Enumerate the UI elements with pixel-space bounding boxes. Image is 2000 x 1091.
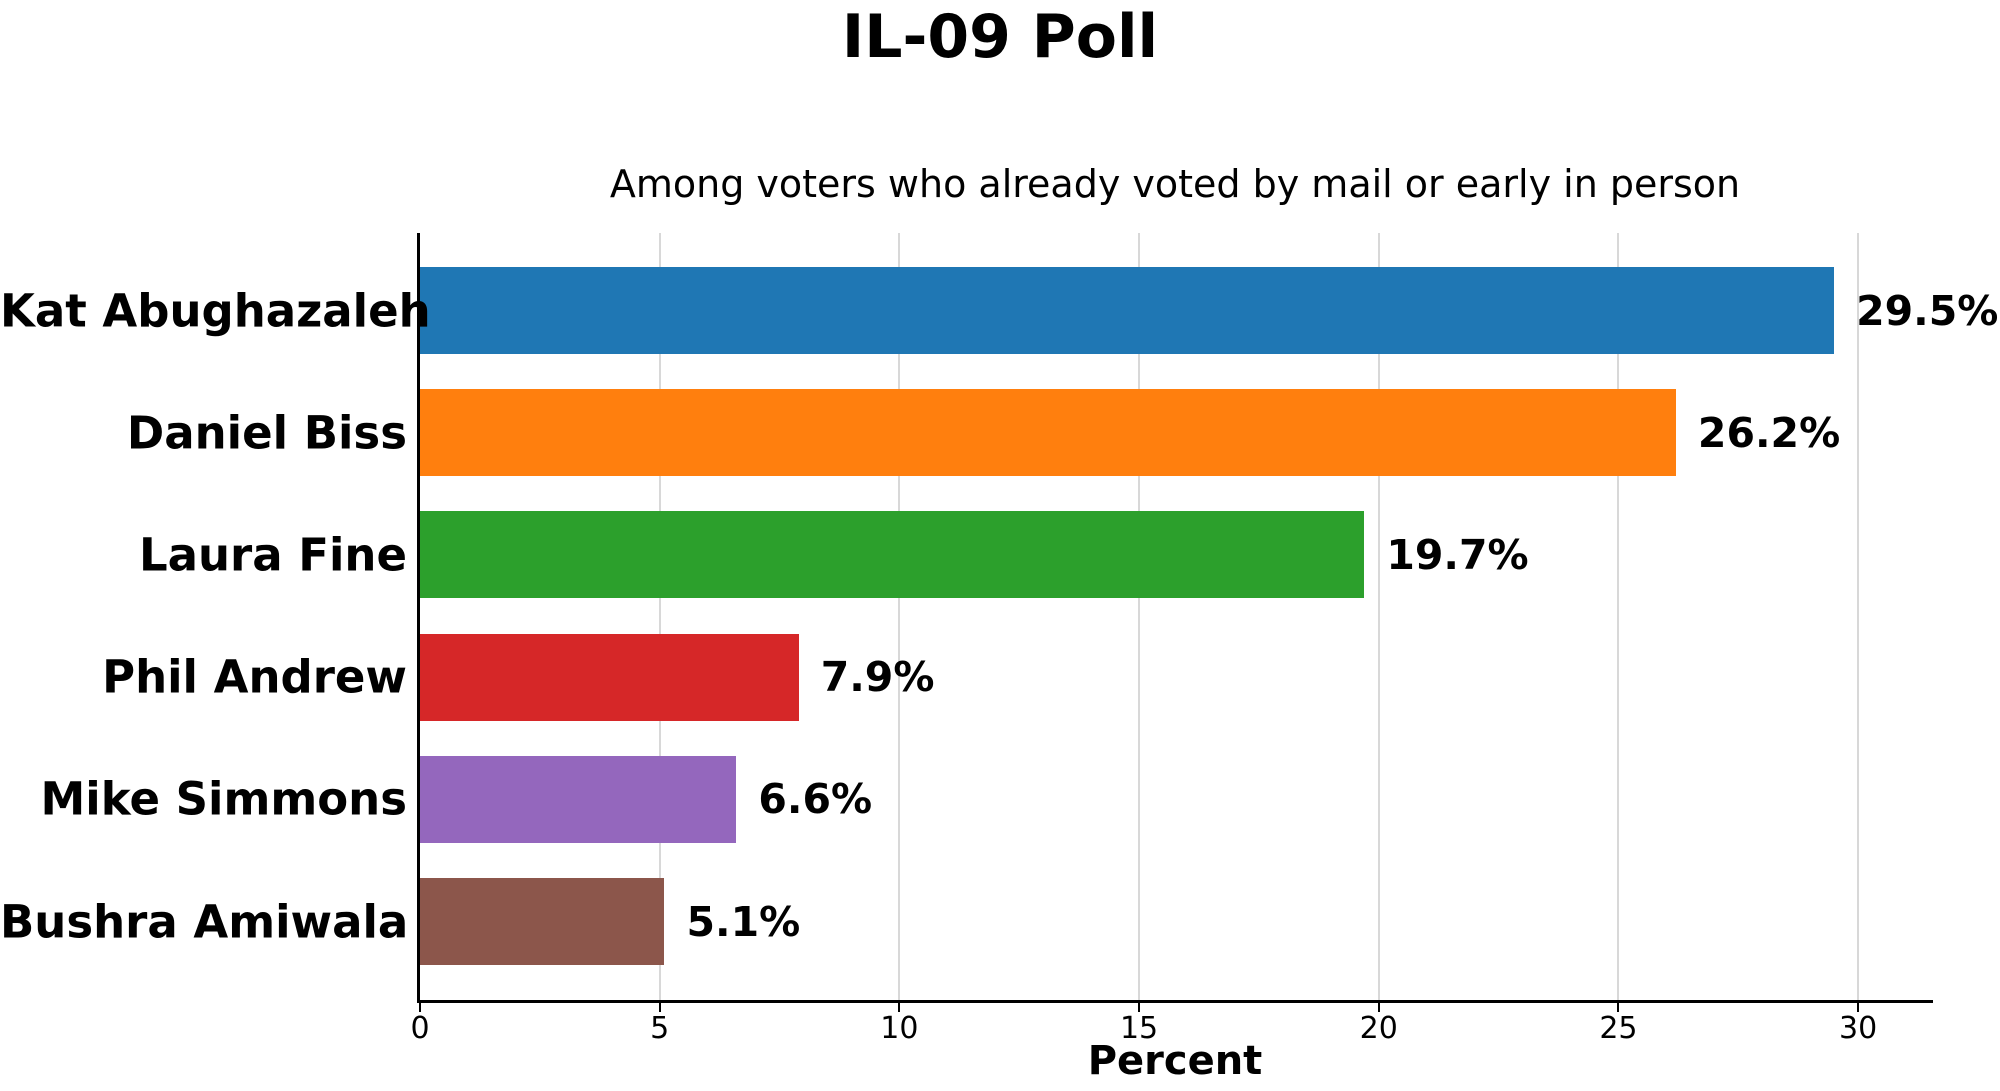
- x-ticks-layer: 0 5 10 15 20 25 30: [410, 1003, 1930, 1063]
- bar-mike-simmons: [420, 755, 737, 843]
- gridline: [658, 233, 661, 1000]
- bar-kat-abughazaleh: [420, 267, 1835, 354]
- category-label-mike-simmons: Mike Simmons: [40, 772, 407, 826]
- x-axis-title: Percent: [1087, 1038, 1263, 1084]
- x-tick-mark: [658, 1003, 661, 1012]
- x-tick-mark: [1617, 1003, 1620, 1012]
- value-label-mike-simmons: 6.6%: [758, 775, 873, 824]
- bar-phil-andrew: [420, 633, 799, 721]
- x-tick-label: 30: [1839, 1011, 1878, 1046]
- bar-bushra-amiwala: [420, 878, 665, 965]
- gridline: [1138, 233, 1141, 1000]
- gridline: [1617, 233, 1620, 1000]
- category-label-kat-abughazaleh: Kat Abughazaleh: [0, 284, 431, 337]
- category-label-daniel-biss: Daniel Biss: [126, 406, 407, 460]
- category-label-laura-fine: Laura Fine: [138, 528, 407, 582]
- x-tick-mark: [419, 1003, 421, 1012]
- gridline: [1377, 233, 1380, 1000]
- plot-area: 29.5% 26.2% 19.7% 7.9% 6.6% 5.1%: [420, 233, 1998, 1000]
- value-label-kat-abughazaleh: 29.5%: [1856, 286, 1999, 335]
- x-axis-spine: [417, 1000, 1933, 1003]
- category-label-phil-andrew: Phil Andrew: [102, 650, 407, 704]
- x-tick-mark: [898, 1003, 901, 1012]
- value-label-phil-andrew: 7.9%: [820, 653, 935, 702]
- bar-daniel-biss: [420, 389, 1676, 477]
- x-tick-label: 5: [650, 1011, 670, 1046]
- x-tick-mark: [1377, 1003, 1380, 1012]
- y-axis-labels: Kat Abughazaleh Daniel Biss Laura Fine Phil…: [0, 233, 431, 1000]
- x-tick-mark: [1857, 1003, 1860, 1012]
- x-tick-label: 20: [1359, 1011, 1398, 1046]
- value-label-laura-fine: 19.7%: [1386, 530, 1529, 579]
- x-tick-label: 0: [410, 1011, 430, 1046]
- chart-subtitle: Among voters who already voted by mail o…: [609, 162, 1741, 206]
- y-axis-spine: [417, 233, 420, 1003]
- gridline: [898, 233, 901, 1000]
- x-tick-label: 10: [880, 1011, 919, 1046]
- x-tick-label: 25: [1599, 1011, 1638, 1046]
- category-label-bushra-amiwala: Bushra Amiwala: [0, 895, 409, 948]
- value-label-bushra-amiwala: 5.1%: [686, 897, 801, 946]
- x-tick-label: 15: [1119, 1011, 1159, 1046]
- value-label-daniel-biss: 26.2%: [1697, 408, 1841, 457]
- gridline: [1857, 233, 1860, 1000]
- chart-title: IL-09 Poll: [841, 2, 1159, 72]
- bar-laura-fine: [420, 511, 1365, 599]
- x-tick-mark: [1138, 1003, 1141, 1012]
